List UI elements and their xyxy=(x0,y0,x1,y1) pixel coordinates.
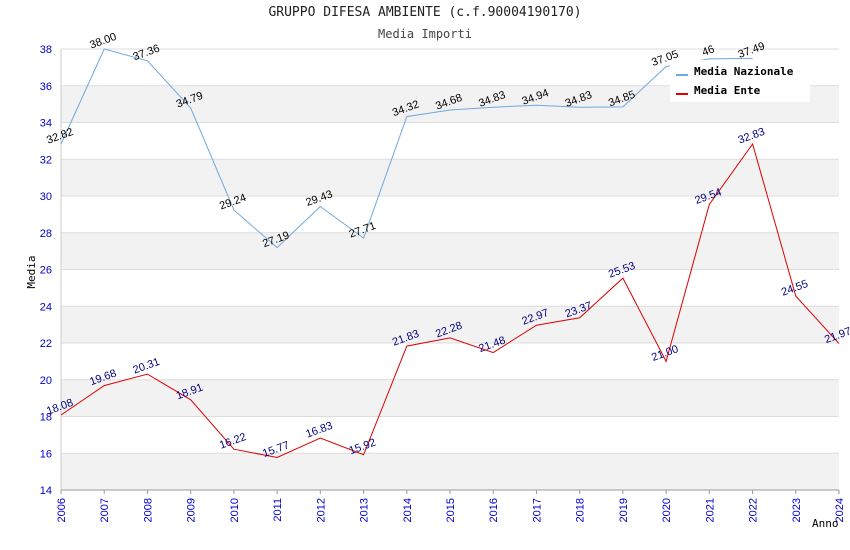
chart-subtitle: Media Importi xyxy=(378,27,472,41)
y-axis-label: Media xyxy=(25,255,38,288)
y-tick-label: 38 xyxy=(40,44,52,56)
y-tick-label: 24 xyxy=(40,301,52,313)
x-axis-label: Anno xyxy=(812,517,839,530)
y-tick-label: 36 xyxy=(40,81,52,93)
x-tick-label: 2019 xyxy=(618,498,630,522)
x-tick-label: 2009 xyxy=(186,498,198,522)
y-tick-label: 14 xyxy=(40,485,52,497)
y-tick-label: 32 xyxy=(40,154,52,166)
y-tick-label: 20 xyxy=(40,375,52,387)
chart-title: GRUPPO DIFESA AMBIENTE (c.f.90004190170) xyxy=(268,5,582,20)
x-tick-label: 2023 xyxy=(791,498,803,522)
y-axis-ticks: 14 16 18 20 22 24 26 28 30 32 34 36 38 xyxy=(40,44,52,497)
x-tick-label: 2006 xyxy=(56,498,68,522)
data-label: 24.55 xyxy=(780,278,810,299)
grid-band xyxy=(61,453,839,490)
x-tick-label: 2017 xyxy=(531,498,543,522)
x-tick-label: 2015 xyxy=(445,498,457,522)
y-tick-label: 26 xyxy=(40,265,52,277)
series-line-media-nazionale xyxy=(60,48,753,249)
series-line-media-ente xyxy=(60,142,840,459)
data-label: 32.83 xyxy=(737,126,767,147)
data-label: 21.00 xyxy=(650,343,680,364)
grid-bands xyxy=(61,85,839,490)
legend: Media Nazionale Media Ente xyxy=(670,60,810,102)
grid-band xyxy=(61,232,839,270)
x-tick-label: 2018 xyxy=(575,498,587,522)
x-tick-label: 2020 xyxy=(661,498,673,522)
x-tick-label: 2022 xyxy=(748,498,760,522)
legend-item: Media Ente xyxy=(694,84,761,97)
y-tick-label: 34 xyxy=(40,118,52,130)
x-tick-label: 2010 xyxy=(229,498,241,522)
data-label: 37.49 xyxy=(737,40,767,61)
x-axis-ticks: 2006 2007 2008 2009 2010 2011 2012 2013 2014 2015… xyxy=(56,490,846,522)
y-tick-label: 18 xyxy=(40,412,52,424)
legend-item: Media Nazionale xyxy=(694,65,794,78)
data-label: 38.00 xyxy=(88,31,118,52)
x-tick-label: 2014 xyxy=(402,498,414,522)
data-label: 46 xyxy=(700,43,716,58)
x-tick-label: 2024 xyxy=(834,498,846,522)
grid-band xyxy=(61,379,839,417)
x-tick-label: 2021 xyxy=(704,498,716,522)
x-tick-label: 2011 xyxy=(272,498,284,522)
data-label: 16.83 xyxy=(304,420,334,441)
grid-band xyxy=(61,159,839,196)
data-label: 20.31 xyxy=(131,356,161,377)
y-tick-label: 22 xyxy=(40,338,52,350)
series-lines xyxy=(60,48,840,459)
x-tick-label: 2013 xyxy=(359,498,371,522)
grid-band xyxy=(61,306,839,343)
x-tick-label: 2012 xyxy=(315,498,327,522)
x-tick-label: 2007 xyxy=(99,498,111,522)
legend-box xyxy=(670,60,810,102)
x-tick-label: 2008 xyxy=(142,498,154,522)
y-tick-label: 30 xyxy=(40,191,52,203)
y-tick-label: 28 xyxy=(40,228,52,240)
y-tick-label: 16 xyxy=(40,448,52,460)
x-tick-label: 2016 xyxy=(488,498,500,522)
